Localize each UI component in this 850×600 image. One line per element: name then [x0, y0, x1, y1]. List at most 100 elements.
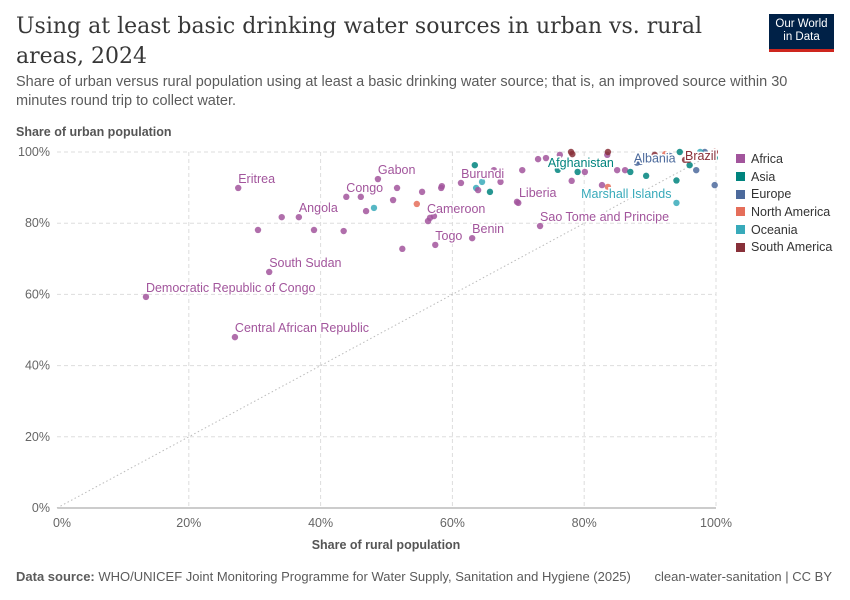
x-tick-label: 60% [440, 516, 465, 530]
x-axis-label: Share of rural population [312, 538, 461, 552]
legend-swatch [736, 172, 745, 182]
data-point [627, 168, 634, 176]
data-point [468, 234, 476, 242]
data-point [569, 150, 576, 158]
y-axis-label: Share of urban population [16, 125, 172, 139]
data-source-text: WHO/UNICEF Joint Monitoring Programme fo… [98, 569, 631, 584]
data-point [340, 227, 347, 235]
legend-item[interactable]: Europe [736, 185, 832, 203]
data-point [432, 241, 439, 249]
point-label: Eritrea [238, 172, 275, 186]
data-point [696, 148, 704, 156]
data-point [604, 183, 612, 191]
data-point [542, 154, 550, 162]
data-point [536, 222, 544, 230]
data-point [374, 175, 382, 183]
data-point [418, 188, 426, 196]
data-point [711, 181, 718, 189]
data-point [254, 226, 262, 234]
point-label: Angola [299, 201, 338, 215]
data-point [471, 161, 479, 169]
owid-logo[interactable]: Our World in Data [769, 14, 834, 52]
legend-item[interactable]: Oceania [736, 221, 832, 239]
data-point [295, 213, 303, 221]
point-label: Sao Tome and Principe [540, 210, 669, 224]
x-tick-label: 100% [700, 516, 732, 530]
legend-label: North America [751, 204, 831, 219]
data-point [633, 159, 641, 166]
legend-label: Europe [751, 187, 792, 202]
data-point [642, 172, 650, 180]
data-point [343, 193, 350, 201]
data-point [235, 184, 242, 192]
data-point [265, 268, 273, 276]
x-tick-label: 40% [308, 516, 333, 530]
data-point [711, 154, 718, 162]
data-point [437, 184, 445, 192]
data-point [693, 166, 700, 174]
point-label: Togo [435, 229, 462, 243]
data-point [357, 193, 364, 201]
data-point [574, 168, 581, 176]
point-label: Albania [634, 152, 676, 166]
data-point [389, 196, 397, 204]
point-label: Brazil [685, 149, 716, 163]
data-point [568, 177, 575, 185]
data-point [598, 181, 606, 189]
legend-label: South America [751, 240, 833, 255]
data-point [556, 151, 564, 159]
legend-swatch [736, 154, 745, 164]
data-point [711, 148, 718, 156]
data-point [399, 245, 406, 253]
data-source: Data source: WHO/UNICEF Joint Monitoring… [16, 569, 631, 584]
x-tick-label: 20% [176, 516, 201, 530]
data-point [362, 207, 370, 215]
chart-subtitle: Share of urban versus rural population u… [16, 74, 788, 109]
scatter-chart: 0% 20% 40% 60% 80% 100% 0% 20% 40% 60% 80% 100% Shar… [16, 125, 732, 552]
data-point [651, 151, 658, 159]
data-point [486, 188, 494, 196]
data-point [604, 148, 612, 156]
legend-label: Asia [751, 169, 776, 184]
chart-title: Using at least basic drinking water sour… [16, 14, 703, 69]
data-point [662, 150, 669, 158]
x-tick-label: 0% [53, 516, 71, 530]
data-point [686, 149, 693, 157]
legend-item[interactable]: North America [736, 203, 832, 221]
point-label: Central African Republic [235, 321, 369, 335]
y-tick-label: 60% [25, 287, 50, 301]
legend-item[interactable]: South America [736, 238, 832, 256]
data-point [393, 184, 401, 192]
legend-item[interactable]: Asia [736, 168, 832, 186]
point-label: Afghanistan [548, 156, 614, 170]
legend-swatch [736, 225, 745, 235]
legend-swatch [736, 242, 745, 252]
legend-label: Oceania [751, 222, 798, 237]
data-point [370, 204, 378, 212]
data-point [613, 166, 621, 174]
data-point [478, 178, 486, 186]
point-label: Marshall Islands [581, 187, 671, 201]
y-tick-label: 80% [25, 216, 50, 230]
point-label: Burundi [461, 167, 504, 181]
data-point [231, 333, 239, 341]
data-point [474, 186, 482, 194]
data-point [426, 214, 434, 222]
data-point [497, 178, 504, 186]
data-point [519, 166, 526, 174]
point-label: Gabon [378, 163, 416, 177]
point-label: Liberia [519, 186, 557, 200]
data-point [673, 199, 680, 207]
legend-swatch [736, 189, 745, 199]
point-label: Democratic Republic of Congo [146, 281, 316, 295]
legend-label: Africa [751, 151, 783, 166]
data-point [621, 166, 629, 174]
license[interactable]: clean-water-sanitation | CC BY [654, 569, 832, 584]
data-point [676, 148, 683, 156]
point-label: Benin [472, 222, 504, 236]
legend-item[interactable]: Africa [736, 150, 832, 168]
data-point [513, 198, 521, 206]
data-point [651, 156, 658, 164]
data-point [142, 293, 150, 301]
data-point [673, 177, 680, 184]
